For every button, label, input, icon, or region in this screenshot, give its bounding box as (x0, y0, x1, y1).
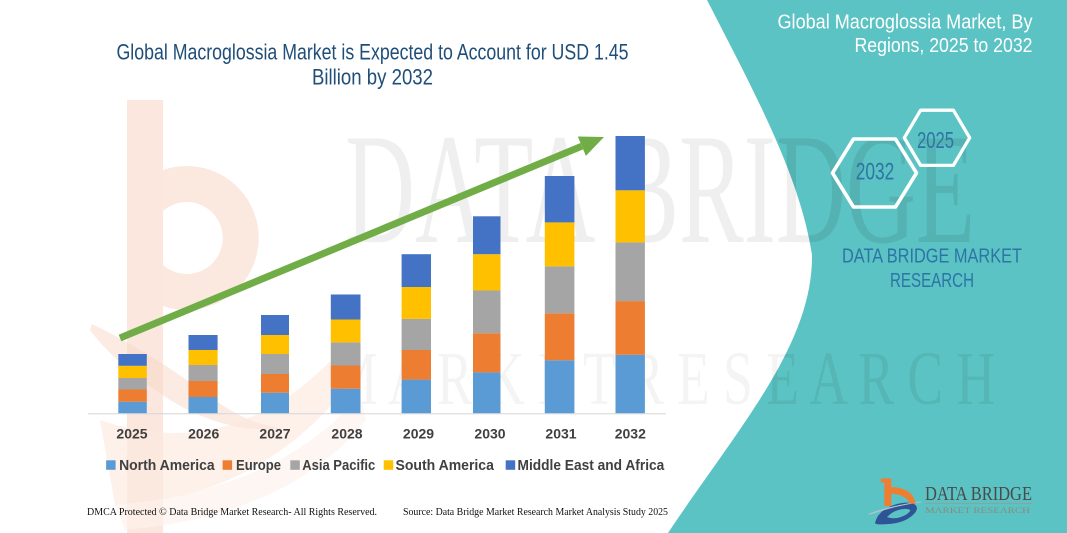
svg-text:North America: North America (119, 457, 215, 474)
svg-text:DATA BRIDGE: DATA BRIDGE (345, 102, 975, 277)
svg-text:2027: 2027 (259, 426, 290, 442)
svg-text:2025: 2025 (116, 426, 147, 442)
svg-text:Source: Data Bridge Market Res: Source: Data Bridge Market Research Mark… (403, 507, 668, 518)
svg-text:M A R K E T R E S E A R C H: M A R K E T R E S E A R C H (330, 337, 995, 421)
svg-text:DMCA Protected © Data Bridge M: DMCA Protected © Data Bridge Market Rese… (87, 507, 377, 518)
svg-text:DATA BRIDGE: DATA BRIDGE (925, 483, 1032, 505)
svg-text:Regions, 2025 to 2032: Regions, 2025 to 2032 (855, 34, 1033, 57)
svg-text:2030: 2030 (474, 426, 505, 442)
svg-text:RESEARCH: RESEARCH (890, 269, 974, 292)
svg-text:2032: 2032 (856, 159, 895, 186)
svg-text:2025: 2025 (917, 127, 954, 153)
svg-text:South America: South America (396, 457, 495, 474)
svg-text:2029: 2029 (403, 426, 434, 442)
svg-text:Asia Pacific: Asia Pacific (302, 457, 375, 474)
svg-text:Global Macroglossia Market is: Global Macroglossia Market is Expected t… (117, 40, 629, 65)
svg-text:MARKET RESEARCH: MARKET RESEARCH (925, 506, 1030, 515)
svg-text:Middle East and Africa: Middle East and Africa (518, 457, 665, 474)
svg-text:2031: 2031 (545, 426, 576, 442)
svg-text:2032: 2032 (615, 426, 646, 442)
svg-text:Billion by 2032: Billion by 2032 (312, 65, 433, 90)
svg-text:2026: 2026 (188, 426, 219, 442)
svg-text:Global Macroglossia Market, By: Global Macroglossia Market, By (778, 11, 1034, 34)
svg-text:2028: 2028 (331, 426, 362, 442)
svg-text:Europe: Europe (236, 457, 281, 474)
svg-text:DATA BRIDGE MARKET: DATA BRIDGE MARKET (842, 245, 1022, 268)
